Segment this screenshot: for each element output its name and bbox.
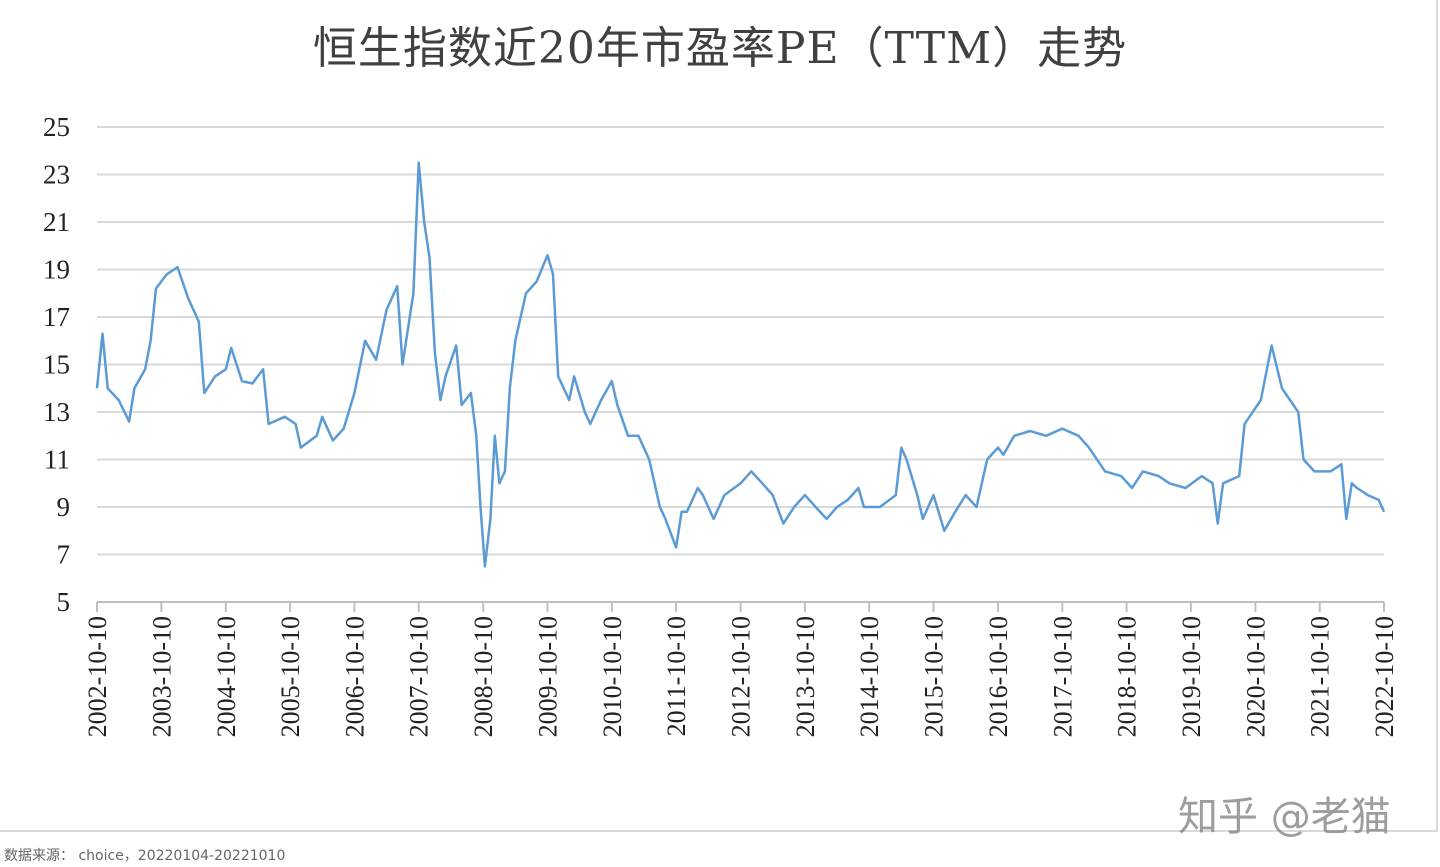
y-tick-label: 19	[43, 255, 70, 285]
x-tick-label: 2019-10-10	[1177, 616, 1206, 737]
x-tick-label: 2008-10-10	[469, 616, 498, 737]
x-axis: 2002-10-10 2003-10-10 2004-10-10 2005-10-10…	[83, 601, 1399, 737]
chart-frame	[0, 0, 1438, 832]
x-tick-label: 2004-10-10	[212, 616, 241, 737]
y-tick-label: 25	[43, 112, 70, 142]
x-tick-label: 2017-10-10	[1048, 616, 1077, 737]
y-tick-label: 15	[43, 350, 70, 380]
x-tick-label: 2016-10-10	[984, 616, 1013, 737]
x-tick-label: 2010-10-10	[598, 616, 627, 737]
y-axis: 5 7 9 11 13 15 17 19 21 23 25	[43, 112, 70, 617]
x-tick-label: 2013-10-10	[791, 616, 820, 737]
chart-title: 恒生指数近20年市盈率PE（TTM）走势	[312, 23, 1128, 74]
x-tick-label: 2005-10-10	[276, 616, 305, 737]
y-tick-label: 11	[44, 445, 70, 475]
gridlines	[97, 126, 1384, 556]
y-tick-label: 21	[43, 207, 70, 237]
x-tick-label: 2021-10-10	[1306, 616, 1335, 737]
source-note: 数据来源： choice，20220104-20221010	[4, 848, 286, 864]
x-tick-label: 2009-10-10	[533, 616, 562, 737]
x-tick-label: 2003-10-10	[147, 616, 176, 737]
x-tick-label: 2020-10-10	[1241, 616, 1270, 737]
zhihu-watermark: 知乎 @老猫	[1178, 794, 1391, 840]
x-tick-label: 2011-10-10	[662, 616, 691, 736]
y-tick-label: 5	[57, 587, 71, 617]
x-tick-label: 2014-10-10	[855, 616, 884, 737]
y-tick-label: 23	[43, 160, 70, 190]
x-tick-label: 2015-10-10	[920, 616, 949, 737]
x-tick-label: 2002-10-10	[83, 616, 112, 737]
x-tick-label: 2006-10-10	[340, 616, 369, 737]
x-tick-label: 2022-10-10	[1370, 616, 1399, 737]
y-tick-label: 9	[57, 492, 71, 522]
x-tick-label: 2012-10-10	[727, 616, 756, 737]
y-tick-label: 13	[43, 397, 70, 427]
x-tick-label: 2018-10-10	[1113, 616, 1142, 737]
y-tick-label: 17	[43, 302, 70, 332]
x-tick-label: 2007-10-10	[405, 616, 434, 737]
pe-series-line	[95, 161, 1386, 568]
y-tick-label: 7	[57, 540, 71, 570]
